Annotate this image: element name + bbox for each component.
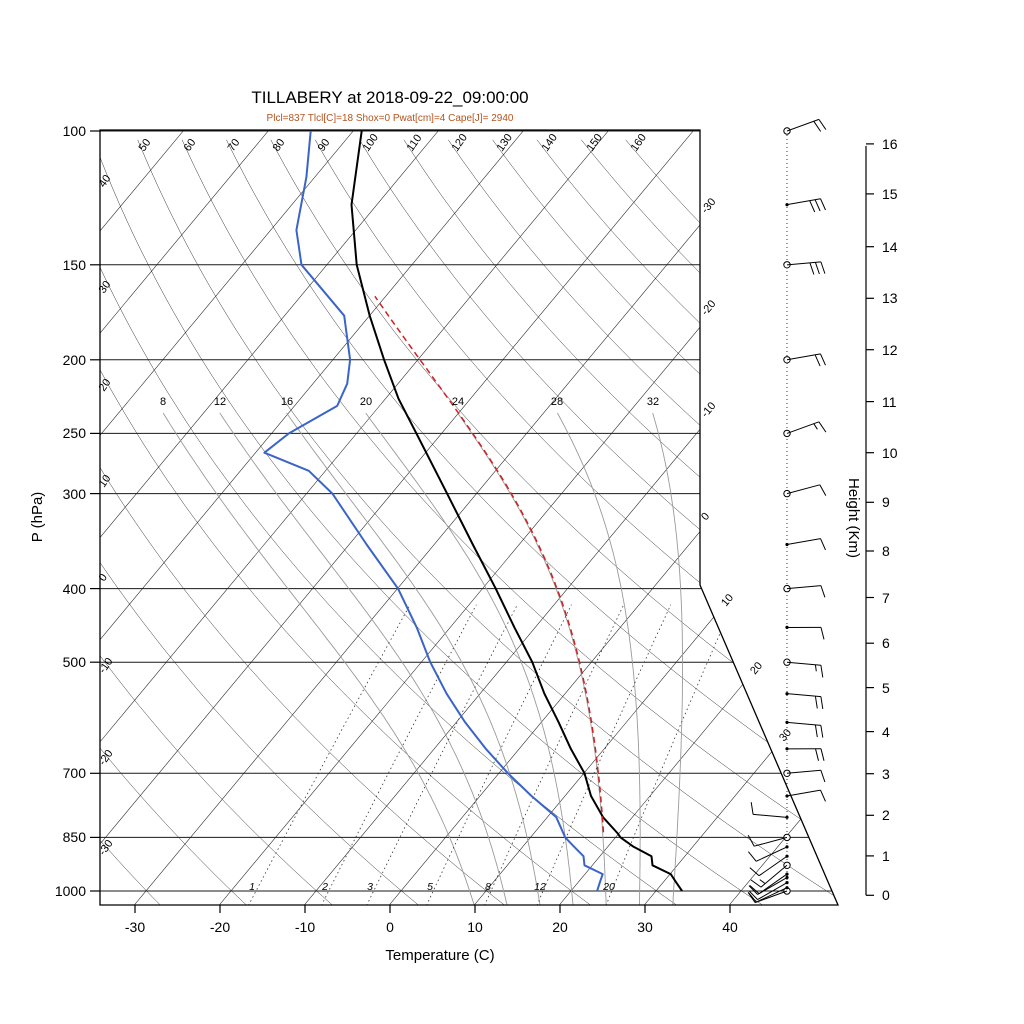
grid-label: 28 bbox=[551, 396, 563, 408]
grid-label: 250 bbox=[63, 425, 87, 441]
grid-label: -10 bbox=[699, 400, 718, 420]
grid-label: 20 bbox=[748, 660, 765, 677]
grid-label: 10 bbox=[882, 445, 898, 461]
grid-mixing-ratio-lines bbox=[248, 604, 734, 905]
grid-label: 16 bbox=[281, 396, 293, 408]
grid-label: 20 bbox=[97, 377, 114, 394]
sounding-curves bbox=[263, 130, 683, 892]
grid-label: 60 bbox=[182, 137, 199, 154]
grid-label: 160 bbox=[629, 132, 649, 154]
y-axis-title: P (hPa) bbox=[29, 492, 46, 543]
grid-label: 10 bbox=[97, 473, 114, 490]
grid-label: 130 bbox=[495, 132, 515, 154]
grid-label: 400 bbox=[63, 581, 87, 597]
grid-label: 3 bbox=[367, 881, 373, 893]
grid-label: 30 bbox=[777, 727, 794, 744]
grid-label: 20 bbox=[360, 396, 372, 408]
grid-label: 0 bbox=[97, 572, 110, 584]
grid-label: 4 bbox=[882, 724, 890, 740]
x-axis-title: Temperature (C) bbox=[385, 947, 494, 964]
grid-label: 40 bbox=[97, 173, 114, 190]
grid-label: 10 bbox=[467, 919, 483, 935]
grid-label: -20 bbox=[210, 919, 230, 935]
grid-label: 15 bbox=[882, 186, 898, 202]
grid-label: 5 bbox=[882, 680, 890, 696]
grid-label: -30 bbox=[699, 196, 718, 216]
grid-label: 6 bbox=[882, 635, 890, 651]
grid-label: 32 bbox=[647, 396, 659, 408]
wind-barb-column bbox=[747, 118, 827, 904]
grid-label: -10 bbox=[295, 919, 315, 935]
grid-label: 7 bbox=[882, 590, 890, 606]
grid-label: 110 bbox=[405, 132, 425, 153]
grid-label: 100 bbox=[361, 132, 381, 154]
grid-label: 0 bbox=[386, 919, 394, 935]
plot-frame bbox=[99, 129, 839, 906]
grid-label: 1000 bbox=[55, 883, 86, 899]
grid-dry-adiabats bbox=[100, 139, 838, 905]
parcel-curve bbox=[374, 295, 605, 833]
grid-label: 3 bbox=[882, 766, 890, 782]
grid-label: 10 bbox=[719, 592, 736, 609]
grid-label: 500 bbox=[63, 654, 87, 670]
grid-moist-adiabats bbox=[162, 412, 683, 905]
grid-label: 16 bbox=[882, 136, 898, 152]
grid-label: 80 bbox=[271, 137, 288, 154]
grid-label: 13 bbox=[882, 290, 898, 306]
chart-stats-line: Plcl=837 Tlcl[C]=18 Shox=0 Pwat[cm]=4 Ca… bbox=[267, 113, 514, 124]
grid-label: 14 bbox=[882, 239, 898, 255]
grid-label: 90 bbox=[316, 137, 333, 154]
height-axis-title: Height (Km) bbox=[845, 478, 862, 558]
grid-label: 200 bbox=[63, 352, 87, 368]
grid-label: 5 bbox=[427, 881, 433, 893]
grid-label: 20 bbox=[552, 919, 568, 935]
grid-label: 11 bbox=[882, 394, 897, 410]
grid-label: 140 bbox=[540, 132, 560, 154]
grid-label: -20 bbox=[699, 298, 718, 318]
grid-label: 150 bbox=[63, 257, 87, 273]
grid-isobars bbox=[100, 130, 832, 892]
grid-label: 20 bbox=[602, 881, 615, 893]
grid-label: 8 bbox=[485, 881, 491, 893]
grid-label: 300 bbox=[63, 486, 87, 502]
temperature-curve bbox=[350, 130, 683, 892]
grid-label: 120 bbox=[450, 132, 470, 154]
grid-label: 1 bbox=[882, 848, 890, 864]
grid-label: 9 bbox=[882, 494, 890, 510]
grid-label: 0 bbox=[882, 887, 890, 903]
grid-label: 40 bbox=[722, 919, 738, 935]
grid-label: -30 bbox=[125, 919, 145, 935]
grid-label: 2 bbox=[321, 881, 328, 893]
dewpoint-curve bbox=[263, 130, 604, 892]
grid-label: 8 bbox=[160, 396, 166, 408]
grid-label: 100 bbox=[63, 123, 87, 139]
grid-label: 24 bbox=[452, 396, 464, 408]
chart-title: TILLABERY at 2018-09-22_09:00:00 bbox=[251, 88, 528, 107]
grid-label: 30 bbox=[637, 919, 653, 935]
grid-label: 850 bbox=[63, 829, 87, 845]
grid-label: 2 bbox=[882, 807, 890, 823]
grid-line-labels: 8 12 16 20 24 28 321 2 3 5 8 12 20-30-20-10010203050… bbox=[97, 132, 795, 893]
grid-label: 12 bbox=[534, 881, 546, 893]
grid-label: 70 bbox=[226, 137, 243, 154]
grid-label: 150 bbox=[585, 132, 605, 154]
grid-label: 1 bbox=[249, 881, 255, 893]
grid-label: 50 bbox=[137, 137, 154, 154]
grid-label: 30 bbox=[97, 279, 114, 296]
grid-label: 12 bbox=[214, 396, 226, 408]
grid-label: 8 bbox=[882, 543, 890, 559]
grid-label: 700 bbox=[63, 765, 87, 781]
grid-label: 0 bbox=[699, 511, 712, 523]
grid-label: 12 bbox=[882, 342, 898, 358]
